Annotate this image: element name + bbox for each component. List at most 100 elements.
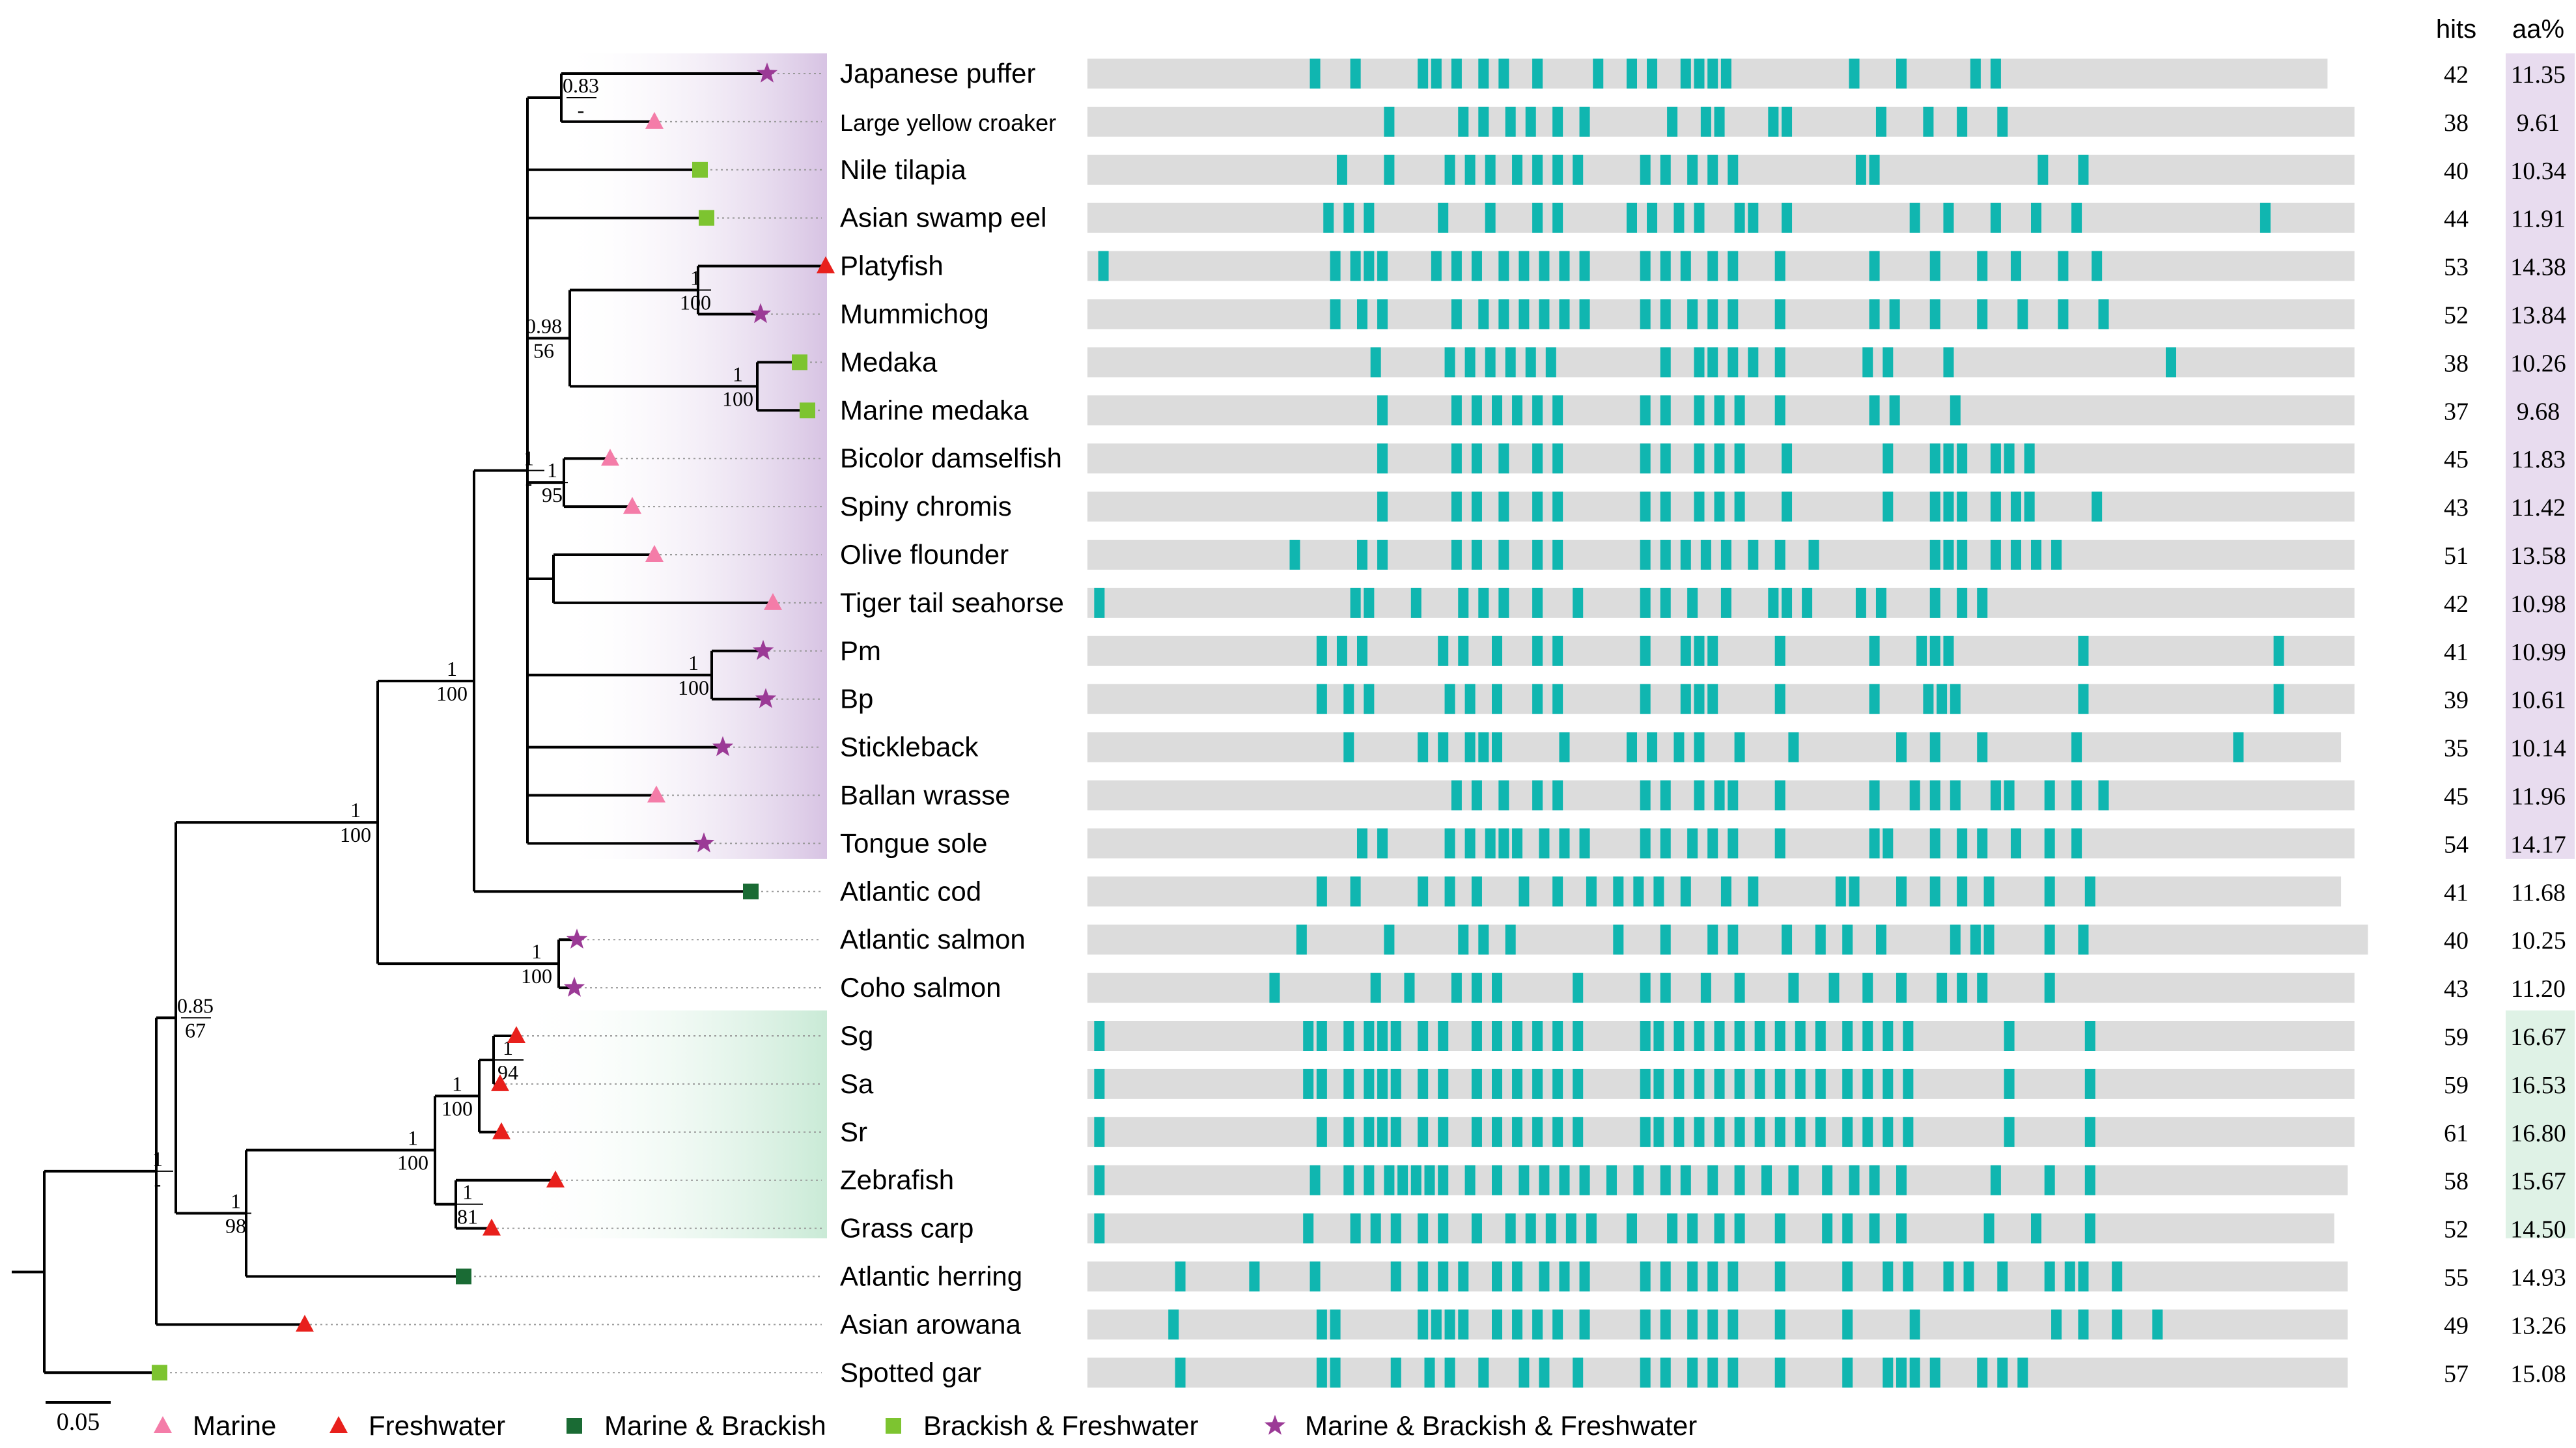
hit-mark [1579, 299, 1590, 329]
species-label: Bp [840, 684, 873, 714]
hit-mark [1950, 684, 1961, 714]
hit-mark [1768, 106, 1779, 137]
hit-mark [1377, 299, 1388, 329]
hit-mark [1842, 1021, 1853, 1051]
support-posterior: 1 [350, 798, 361, 822]
hit-mark [1714, 1117, 1725, 1147]
hit-mark [1673, 202, 1685, 233]
hit-mark [1627, 1213, 1637, 1244]
hit-mark [1364, 1165, 1375, 1195]
hit-mark [2084, 1117, 2095, 1147]
hit-mark [1573, 154, 1584, 185]
hits-value: 44 [2444, 206, 2469, 233]
hit-mark [1680, 251, 1691, 281]
hit-mark [1586, 876, 1597, 907]
hit-mark [1957, 828, 1968, 859]
hit-mark [1640, 492, 1651, 522]
hit-mark [1418, 1261, 1429, 1292]
hit-mark [1694, 780, 1705, 811]
hit-mark [1552, 635, 1563, 666]
species-label: Platyfish [840, 251, 944, 281]
hit-mark [1694, 1021, 1705, 1051]
hit-mark [1512, 1117, 1523, 1147]
hits-value: 59 [2444, 1023, 2469, 1051]
hit-mark [1640, 299, 1651, 329]
hit-mark [1377, 395, 1388, 426]
hit-mark [1330, 299, 1341, 329]
hit-mark [1552, 1021, 1563, 1051]
hit-mark [1869, 1213, 1880, 1244]
hit-mark [1728, 1358, 1739, 1388]
hit-mark [1390, 1021, 1401, 1051]
hit-mark [1700, 540, 1711, 570]
hits-value: 49 [2444, 1312, 2469, 1339]
hit-mark [1869, 299, 1880, 329]
hit-mark [1552, 202, 1563, 233]
hit-mark [1289, 540, 1300, 570]
hit-mark [1640, 1068, 1651, 1099]
hits-value: 41 [2444, 879, 2469, 906]
hit-mark [1869, 780, 1880, 811]
hits-value: 39 [2444, 687, 2469, 714]
hit-mark [1842, 925, 1853, 955]
hit-mark [1782, 925, 1793, 955]
hit-mark [1471, 443, 1482, 474]
hit-mark [1573, 1068, 1584, 1099]
hit-mark [1410, 587, 1421, 618]
hit-mark [1377, 1117, 1388, 1147]
hit-mark [1929, 876, 1940, 907]
sequence-bar [1087, 347, 2355, 378]
hit-mark [1929, 443, 1940, 474]
habitat-marker-bf [699, 210, 714, 226]
hit-mark [1350, 1213, 1361, 1244]
hit-mark [1316, 1309, 1327, 1340]
aa-value: 14.50 [2510, 1216, 2566, 1244]
hit-mark [1653, 1117, 1664, 1147]
species-label: Mummichog [840, 299, 989, 329]
hit-mark [1869, 828, 1880, 859]
hits-value: 43 [2444, 975, 2469, 1003]
species-label: Tongue sole [840, 828, 988, 858]
hit-mark [1977, 973, 1988, 1003]
hit-mark [1458, 1261, 1469, 1292]
hit-mark [1458, 925, 1469, 955]
support-posterior: 1 [524, 447, 534, 470]
hit-mark [1869, 395, 1880, 426]
hit-mark [1774, 1261, 1785, 1292]
hit-mark [1478, 925, 1489, 955]
hit-mark [1492, 732, 1502, 762]
support-bootstrap: 100 [340, 823, 371, 846]
hit-mark [1640, 154, 1651, 185]
hit-mark [1532, 587, 1543, 618]
hit-mark [1390, 1261, 1401, 1292]
hit-mark [1384, 154, 1395, 185]
hit-mark [1774, 635, 1785, 666]
hits-value: 61 [2444, 1120, 2469, 1147]
hit-mark [2010, 251, 2021, 281]
hit-mark [1471, 492, 1482, 522]
hit-mark [1532, 1021, 1543, 1051]
hit-mark [1687, 587, 1698, 618]
species-label: Pm [840, 635, 881, 666]
hit-mark [1653, 1021, 1664, 1051]
habitat-marker-mb [743, 884, 759, 900]
hit-mark [2084, 1021, 2095, 1051]
hit-mark [2004, 443, 2015, 474]
hit-mark [1714, 1213, 1725, 1244]
clade-shade-percomorph [560, 53, 827, 859]
hit-mark [1957, 973, 1968, 1003]
hit-mark [1842, 1358, 1853, 1388]
hit-mark [1640, 1117, 1651, 1147]
tree-branches [12, 72, 826, 1374]
hit-mark [1983, 1213, 1995, 1244]
sequence-bar [1087, 732, 2342, 762]
hits-value: 58 [2444, 1168, 2469, 1195]
hit-mark [1774, 251, 1785, 281]
legend-label: Marine [193, 1410, 276, 1441]
hit-mark [1929, 299, 1940, 329]
hit-mark [1471, 395, 1482, 426]
hit-mark [1728, 1261, 1739, 1292]
legend-marker-bf [886, 1418, 901, 1434]
hit-mark [1957, 492, 1968, 522]
